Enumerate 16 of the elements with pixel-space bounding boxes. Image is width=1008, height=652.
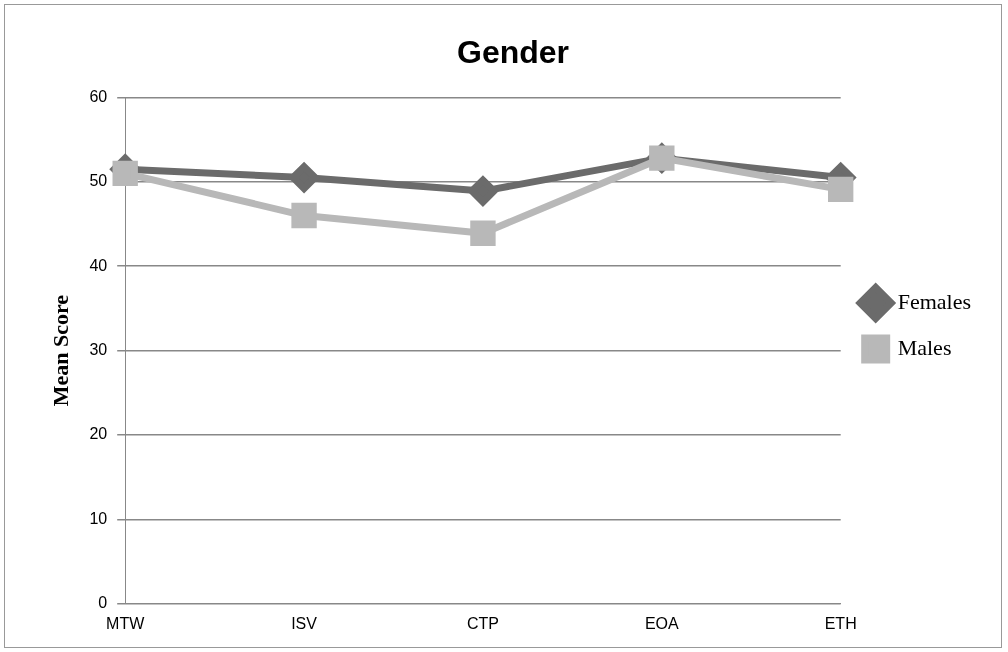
chart-title: Gender — [456, 34, 570, 71]
x-tick-label: EOA — [644, 614, 680, 632]
y-tick-label: 20 — [89, 425, 108, 443]
y-tick-label: 50 — [89, 172, 108, 190]
x-tick-label: MTW — [106, 614, 146, 632]
y-tick-label: 0 — [98, 594, 108, 612]
y-tick-label: 10 — [89, 509, 108, 527]
x-tick-label: ETH — [824, 614, 857, 632]
y-axis-title: Mean Score — [47, 294, 73, 407]
legend-label: Females — [897, 288, 972, 314]
y-tick-label: 40 — [89, 256, 108, 274]
y-tick-label: 60 — [89, 87, 108, 105]
legend-label: Males — [897, 334, 952, 360]
y-tick-label: 30 — [89, 341, 108, 359]
x-tick-label: ISV — [291, 614, 318, 632]
x-tick-label: CTP — [466, 614, 499, 632]
